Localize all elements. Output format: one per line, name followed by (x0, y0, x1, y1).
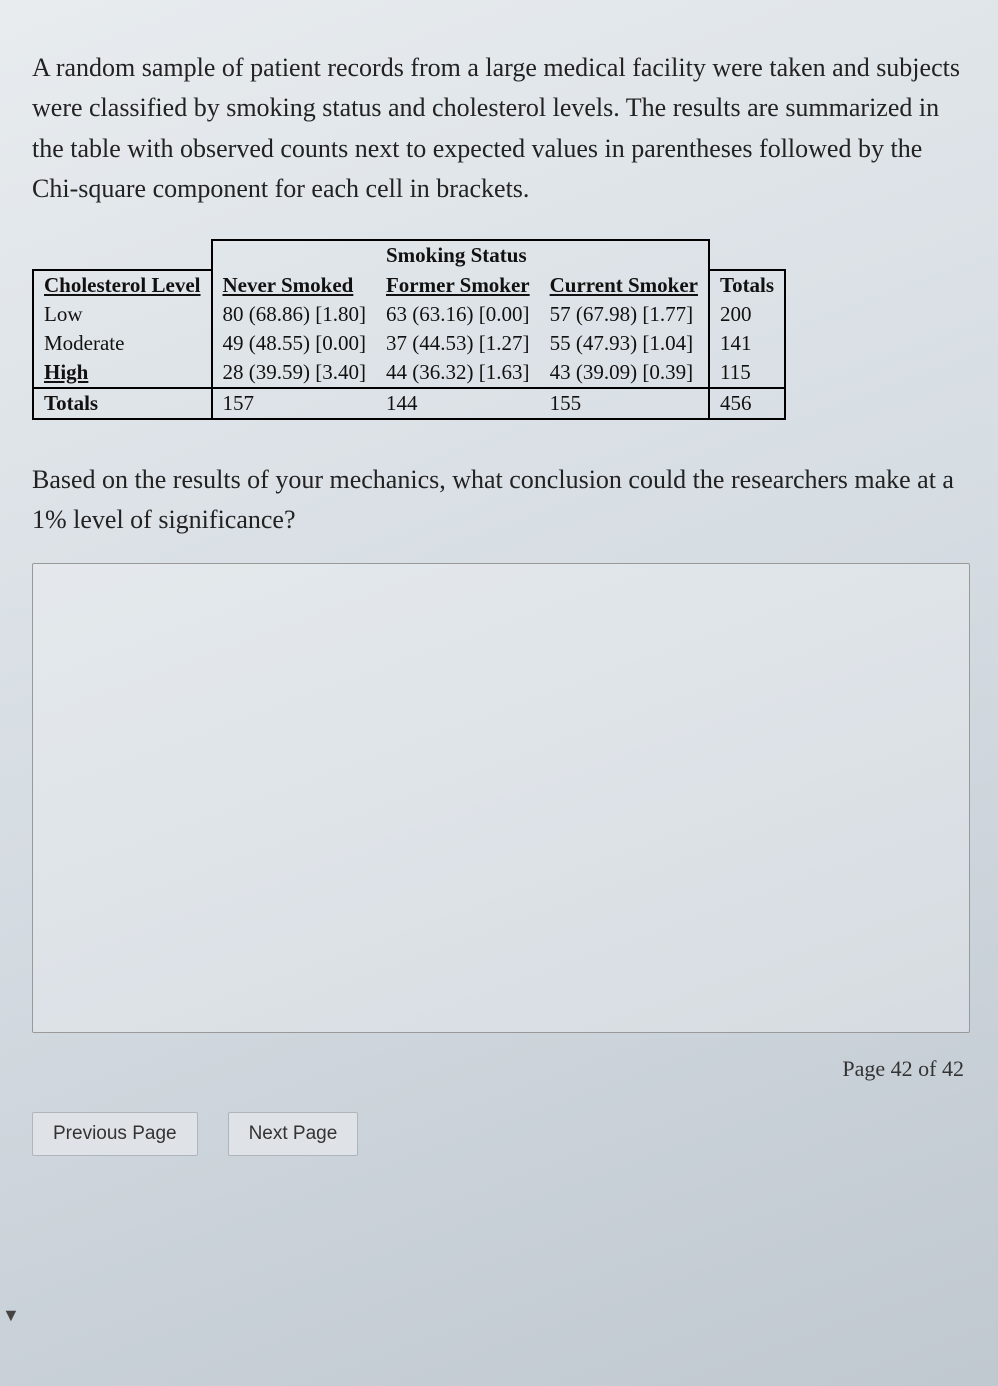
page-indicator: Page 42 of 42 (32, 1056, 964, 1082)
contingency-table: Smoking Status Cholesterol Level Never S… (32, 239, 786, 420)
previous-page-button[interactable]: Previous Page (32, 1112, 198, 1156)
answer-textarea[interactable] (32, 563, 970, 1033)
cell-2-2: 43 (39.09) [0.39] (540, 358, 709, 388)
chevron-down-icon[interactable]: ▼ (2, 1305, 20, 1326)
spanner-pad (212, 240, 376, 270)
next-page-button[interactable]: Next Page (228, 1112, 359, 1156)
col-header-2: Current Smoker (540, 270, 709, 300)
nav-row: ▼ Previous Page Next Page (32, 1112, 970, 1156)
col-total-0: 157 (212, 388, 376, 419)
row-total-1: 141 (709, 329, 785, 358)
spanner-empty-right (709, 240, 785, 270)
cell-1-2: 55 (47.93) [1.04] (540, 329, 709, 358)
row-total-0: 200 (709, 300, 785, 329)
cell-1-1: 37 (44.53) [1.27] (376, 329, 540, 358)
cell-1-0: 49 (48.55) [0.00] (212, 329, 376, 358)
totals-row-label: Totals (33, 388, 212, 419)
question-page: A random sample of patient records from … (0, 0, 998, 1386)
corner-header: Cholesterol Level (33, 270, 212, 300)
col-header-0: Never Smoked (212, 270, 376, 300)
cell-0-2: 57 (67.98) [1.77] (540, 300, 709, 329)
col-total-1: 144 (376, 388, 540, 419)
row-label-2: High (33, 358, 212, 388)
question-prompt: Based on the results of your mechanics, … (32, 460, 970, 541)
intro-paragraph: A random sample of patient records from … (32, 48, 970, 209)
cell-0-0: 80 (68.86) [1.80] (212, 300, 376, 329)
totals-header: Totals (709, 270, 785, 300)
col-total-2: 155 (540, 388, 709, 419)
col-header-1: Former Smoker (376, 270, 540, 300)
cell-2-0: 28 (39.59) [3.40] (212, 358, 376, 388)
cell-2-1: 44 (36.32) [1.63] (376, 358, 540, 388)
column-spanner: Smoking Status (376, 240, 540, 270)
cell-0-1: 63 (63.16) [0.00] (376, 300, 540, 329)
row-total-2: 115 (709, 358, 785, 388)
row-label-0: Low (33, 300, 212, 329)
spanner-empty (33, 240, 212, 270)
grand-total: 456 (709, 388, 785, 419)
spanner-pad-right (540, 240, 709, 270)
row-label-1: Moderate (33, 329, 212, 358)
